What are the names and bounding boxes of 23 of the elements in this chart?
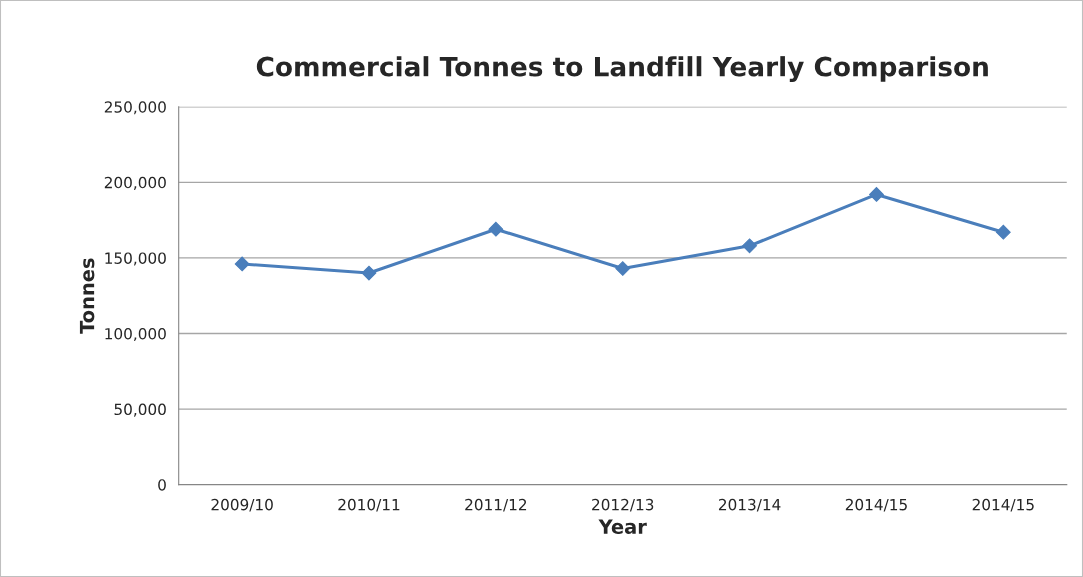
x-tick-label: 2011/12 [465,498,527,512]
y-axis-title: Tonnes [79,258,95,334]
x-axis-title: Year [598,519,647,534]
point [995,224,1011,240]
x-tick-label: 2014/15 [845,498,907,512]
x-tick-label: 2014/15 [972,498,1034,512]
point [361,265,377,281]
y-tick-label: 50,000 [114,403,166,417]
y-tick-label: 100,000 [105,327,166,342]
chart-title: Commercial Tonnes to Landfill Yearly Comparison [256,56,988,82]
point [488,221,504,237]
point [742,238,757,254]
y-tick-label: 0 [158,479,166,491]
y-tick-label: 150,000 [105,252,166,266]
y-tick-label: 250,000 [104,101,166,115]
x-tick-label: 2012/13 [592,498,654,512]
point [234,256,250,272]
point [869,187,884,202]
x-tick-label: 2009/10 [211,498,273,512]
x-tick-label: 2010/11 [338,498,400,512]
point [615,261,631,276]
x-tick-label: 2013/14 [718,498,781,512]
y-tick-label: 200,000 [104,176,166,190]
